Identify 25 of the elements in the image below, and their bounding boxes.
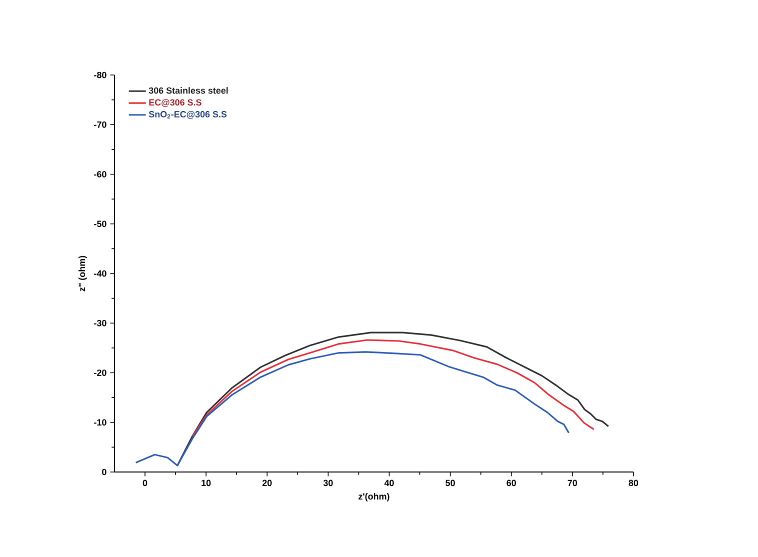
x-tick-label: 30: [323, 480, 333, 486]
x-tick-label: 80: [628, 480, 638, 486]
y-tick-label: -50: [94, 220, 106, 228]
y-tick-label: -60: [94, 171, 106, 178]
x-tick-label: 50: [446, 480, 455, 486]
y-tick-label: -20: [94, 370, 106, 376]
x-tick-label: 0: [142, 480, 148, 486]
y-tick-label: -80: [94, 72, 106, 78]
y-axis-title: z" (ohm): [78, 256, 87, 292]
y-tick-label: -10: [94, 419, 106, 426]
line-series: [192, 339, 595, 438]
line-series: [135, 351, 570, 466]
legend-label: SnO$_{2}$-EC@306 S.S: [148, 110, 227, 119]
x-tick-label: 10: [202, 480, 211, 486]
x-axis-title: z'(ohm): [358, 492, 390, 502]
x-tick-label: 40: [384, 480, 394, 486]
x-tick-label: 60: [506, 480, 516, 486]
y-tick-label: -40: [94, 270, 106, 277]
legend-label: 306 Stainless steel: [148, 87, 228, 94]
legend-label: EC@306 S.S: [149, 99, 202, 107]
y-tick-label: 0: [102, 468, 106, 476]
y-tick-label: -30: [94, 320, 106, 326]
x-tick-label: 70: [568, 480, 578, 486]
x-tick-label: 20: [262, 480, 272, 486]
y-tick-label: -70: [94, 121, 106, 128]
